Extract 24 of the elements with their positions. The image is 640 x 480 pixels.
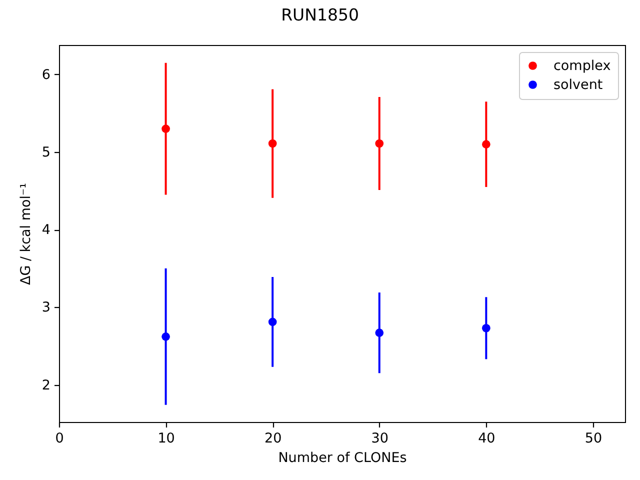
x-tick-label: 40 [478, 430, 496, 446]
x-tick-label: 10 [158, 430, 175, 446]
point [375, 139, 384, 148]
x-tick-label: 20 [264, 430, 282, 446]
point [268, 318, 277, 326]
legend-label: complex [554, 58, 611, 74]
y-tick-label: 5 [42, 144, 50, 161]
point [162, 332, 170, 341]
y-tick-label: 4 [42, 222, 50, 238]
y-axis-title: ΔG / kcal mol⁻¹ [18, 182, 34, 286]
y-tick-label: 2 [42, 377, 50, 394]
x-axis-title: Number of CLONEs [278, 450, 407, 466]
legend-label: solvent [554, 76, 603, 93]
point [268, 139, 277, 148]
chart-title: RUN1850 [281, 6, 359, 24]
y-tick-label: 3 [42, 300, 50, 316]
x-tick-label: 0 [55, 430, 64, 446]
point [162, 124, 170, 133]
x-tick-label: 30 [371, 430, 388, 446]
x-tick-label: 50 [584, 430, 602, 446]
point [482, 140, 490, 148]
point [482, 324, 490, 332]
point [375, 328, 384, 337]
y-tick-label: 6 [42, 66, 50, 83]
